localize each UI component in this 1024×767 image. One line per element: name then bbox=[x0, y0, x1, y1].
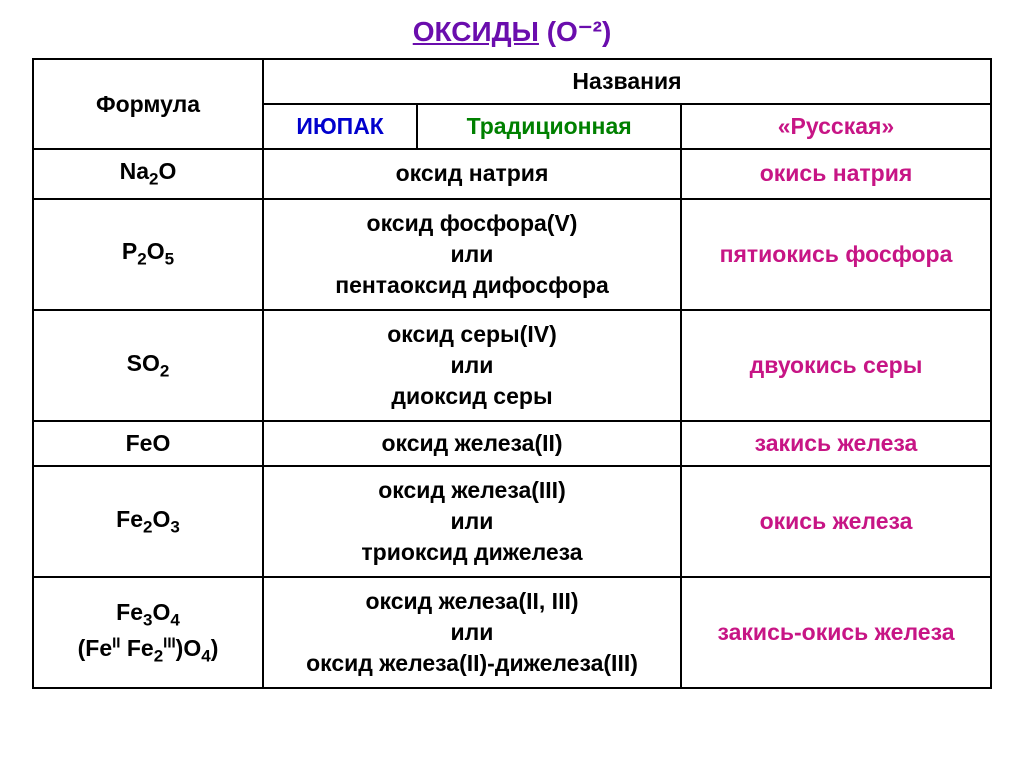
table-row: P2O5оксид фосфора(V)илипентаоксид дифосф… bbox=[33, 199, 991, 310]
header-iupac: ИЮПАК bbox=[263, 104, 417, 149]
formula-cell: P2O5 bbox=[33, 199, 263, 310]
page-title: ОКСИДЫ (O⁻²) bbox=[413, 15, 612, 48]
oxides-table: Формула Названия ИЮПАК Традиционная «Рус… bbox=[32, 58, 992, 689]
iupac-cell: оксид серы(IV)илидиоксид серы bbox=[263, 310, 681, 421]
iupac-cell: оксид фосфора(V)илипентаоксид дифосфора bbox=[263, 199, 681, 310]
table-row: FeOоксид железа(II)закись железа bbox=[33, 421, 991, 466]
russian-cell: закись-окись железа bbox=[681, 577, 991, 688]
header-traditional: Традиционная bbox=[417, 104, 681, 149]
russian-cell: окись натрия bbox=[681, 149, 991, 199]
iupac-cell: оксид натрия bbox=[263, 149, 681, 199]
russian-cell: двуокись серы bbox=[681, 310, 991, 421]
formula-cell: SO2 bbox=[33, 310, 263, 421]
header-row-1: Формула Названия bbox=[33, 59, 991, 104]
formula-cell: Fe3O4(FeII Fe2III)O4) bbox=[33, 577, 263, 688]
header-russian: «Русская» bbox=[681, 104, 991, 149]
formula-cell: Na2O bbox=[33, 149, 263, 199]
formula-cell: FeO bbox=[33, 421, 263, 466]
iupac-cell: оксид железа(III)илитриоксид дижелеза bbox=[263, 466, 681, 577]
table-row: Na2Oоксид натрияокись натрия bbox=[33, 149, 991, 199]
table-row: SO2оксид серы(IV)илидиоксид серыдвуокись… bbox=[33, 310, 991, 421]
table-row: Fe2O3оксид железа(III)илитриоксид дижеле… bbox=[33, 466, 991, 577]
header-names: Названия bbox=[263, 59, 991, 104]
russian-cell: закись железа bbox=[681, 421, 991, 466]
russian-cell: пятиокись фосфора bbox=[681, 199, 991, 310]
iupac-cell: оксид железа(II, III)илиоксид железа(II)… bbox=[263, 577, 681, 688]
russian-cell: окись железа bbox=[681, 466, 991, 577]
formula-cell: Fe2O3 bbox=[33, 466, 263, 577]
table-row: Fe3O4(FeII Fe2III)O4)оксид железа(II, II… bbox=[33, 577, 991, 688]
title-main: ОКСИДЫ bbox=[413, 16, 539, 47]
title-suffix: (O⁻²) bbox=[539, 16, 611, 47]
iupac-cell: оксид железа(II) bbox=[263, 421, 681, 466]
header-formula: Формула bbox=[33, 59, 263, 149]
